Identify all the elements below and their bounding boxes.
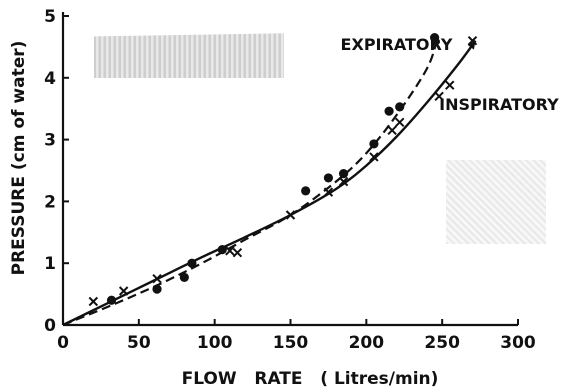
inspiratory-point [232, 247, 243, 258]
inspiratory-point [387, 125, 397, 136]
x-tick-label: 150 [273, 333, 309, 353]
scan-smudge-top [94, 33, 284, 78]
expiratory-point [217, 245, 227, 255]
inspiratory-point [445, 80, 455, 90]
expiratory-point [395, 102, 405, 112]
inspiratory-point [338, 176, 349, 187]
expiratory-point [187, 258, 197, 268]
x-tick-label: 250 [424, 333, 460, 353]
expiratory-point [179, 272, 189, 283]
ticks: 0 50 100 150 200 250 300 0 1 2 3 4 5 [44, 7, 536, 353]
expiratory-fit-line [62, 37, 439, 327]
expiratory-point [323, 173, 334, 183]
expiratory-label: EXPIRATORY [341, 35, 453, 54]
inspiratory-point [285, 210, 296, 220]
expiratory-point [152, 284, 162, 294]
x-tick-label: 300 [500, 333, 536, 353]
scan-smudge-right [446, 160, 546, 244]
inspiratory-point [88, 296, 99, 307]
inspiratory-point [118, 286, 129, 296]
inspiratory-point [152, 273, 162, 284]
inspiratory-label: INSPIRATORY [439, 95, 559, 114]
expiratory-point [106, 295, 117, 305]
expiratory-point [369, 139, 379, 149]
x-tick-label: 200 [349, 333, 385, 353]
x-axis-title: FLOW RATE ( Litres/min) [182, 369, 439, 389]
x-tick-label: 50 [127, 333, 151, 353]
inspiratory-point [369, 152, 379, 162]
x-tick-label: 0 [57, 333, 69, 353]
expiratory-point [429, 33, 440, 43]
inspiratory-point [467, 36, 478, 46]
inspiratory-point [225, 246, 235, 256]
fit-curves [62, 37, 477, 327]
inspiratory-fit-line [62, 39, 477, 327]
y-tick-label: 5 [44, 7, 56, 27]
y-axis-title: PRESSURE (cm of water) [9, 41, 29, 276]
inspiratory-point [394, 117, 405, 128]
expiratory-point [384, 106, 394, 116]
inspiratory-point [323, 187, 334, 197]
expiratory-point [301, 186, 311, 196]
y-tick-label: 0 [44, 316, 56, 336]
inspiratory-point [434, 91, 444, 102]
y-tick-label: 2 [44, 192, 56, 212]
series-labels: EXPIRATORY INSPIRATORY [341, 35, 560, 114]
y-tick-label: 4 [44, 69, 56, 89]
data-markers [88, 33, 478, 307]
y-tick-label: 1 [44, 254, 56, 274]
expiratory-point [338, 168, 349, 179]
y-tick-label: 3 [44, 131, 56, 151]
x-tick-label: 100 [197, 333, 233, 353]
